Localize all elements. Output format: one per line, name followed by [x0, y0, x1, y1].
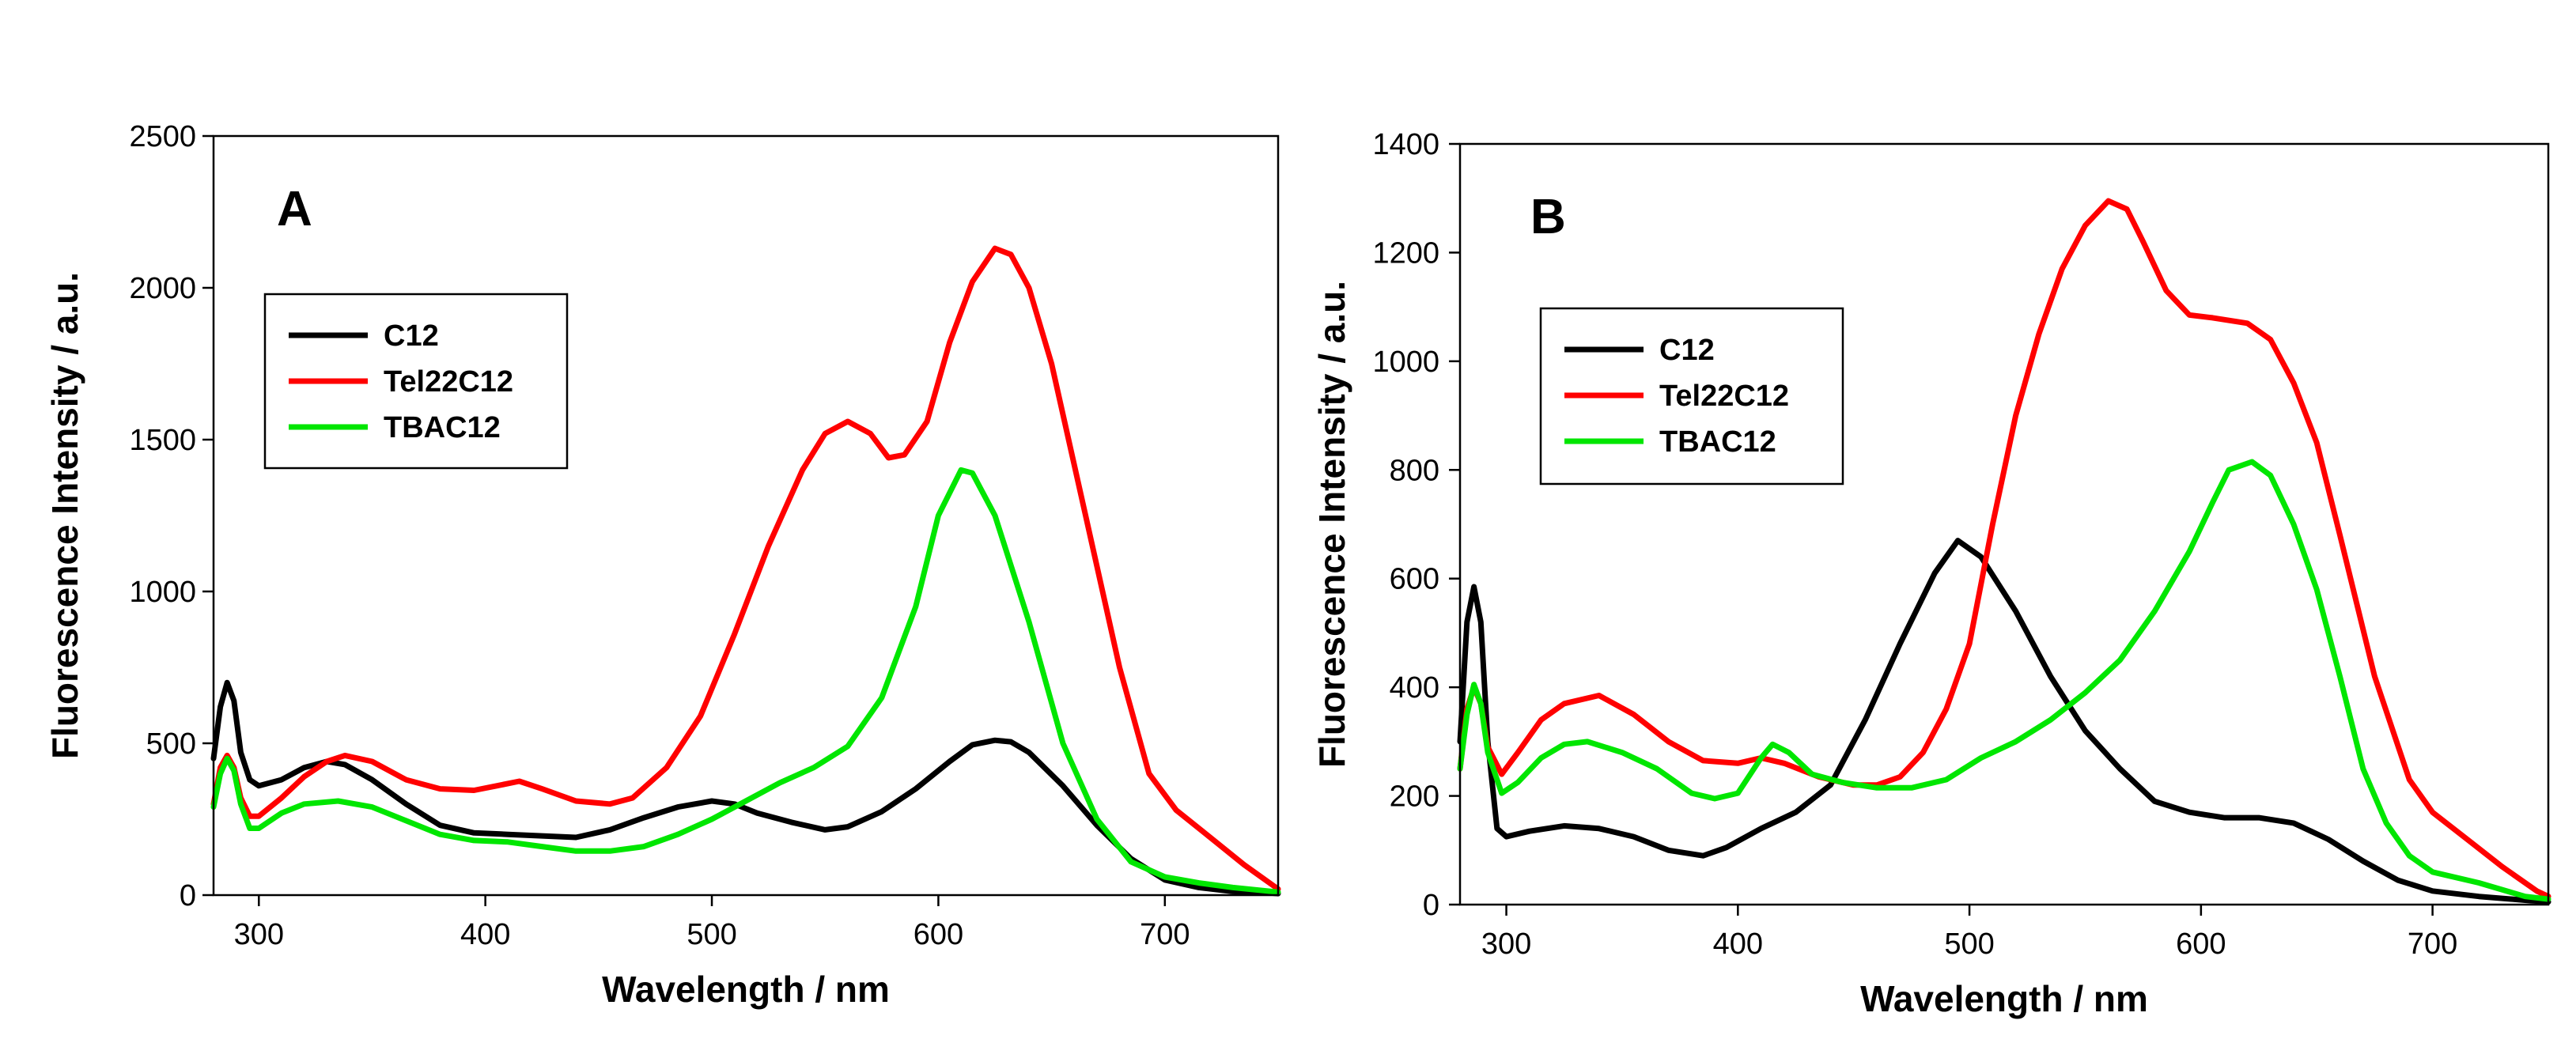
legend-label-tbac12: TBAC12	[1659, 425, 1776, 459]
legend: C12 Tel22C12 TBAC12	[1539, 307, 1844, 486]
series-line-tel22c12	[210, 245, 1281, 892]
series-line-tbac12	[210, 467, 1281, 895]
y-tick-label: 500	[146, 727, 196, 761]
y-tick-label: 400	[1390, 671, 1439, 705]
legend-label-tel22c12: Tel22C12	[384, 365, 513, 399]
legend-label-c12: C12	[384, 319, 439, 353]
y-tick-label: 800	[1390, 454, 1439, 487]
y-tick-label: 2500	[129, 120, 196, 153]
y-tick-label: 200	[1390, 780, 1439, 814]
x-tick-label: 300	[1481, 928, 1531, 961]
x-axis-title: Wavelength / nm	[602, 969, 890, 1010]
y-tick-label: 1200	[1372, 236, 1439, 270]
x-tick-label: 400	[1713, 928, 1763, 961]
y-tick-label: 2000	[129, 272, 196, 305]
x-tick-label: 300	[234, 918, 284, 951]
chart-panel-a: 300 400 500 600 700 0 500 1000 1500 2000 2500 Wavel…	[44, 120, 1281, 1010]
series-line-tbac12	[1457, 459, 2551, 902]
y-tick-label: 600	[1390, 563, 1439, 596]
x-tick-label: 500	[687, 918, 736, 951]
y-tick-label: 1500	[129, 424, 196, 457]
legend-label-tbac12: TBAC12	[384, 411, 501, 444]
y-tick-label: 1400	[1372, 128, 1439, 161]
x-axis-title: Wavelength / nm	[1860, 978, 2148, 1019]
legend-box	[1539, 307, 1844, 486]
y-tick-label: 1000	[1372, 346, 1439, 379]
panel-letter: B	[1530, 190, 1566, 244]
x-tick-label: 600	[2176, 928, 2226, 961]
x-tick-label: 600	[914, 918, 963, 951]
plot-frame	[1458, 142, 2550, 906]
x-tick-label: 700	[2408, 928, 2457, 961]
y-tick-label: 0	[180, 879, 196, 913]
legend-label-tel22c12: Tel22C12	[1659, 380, 1789, 413]
series-line-c12	[1457, 538, 2551, 905]
panel-letter: A	[277, 182, 312, 236]
x-tick-label: 400	[460, 918, 510, 951]
series-line-c12	[210, 679, 1281, 897]
series-line-tel22c12	[1457, 198, 2551, 900]
legend-label-c12: C12	[1659, 334, 1715, 367]
x-tick-label: 700	[1140, 918, 1190, 951]
plot-frame	[212, 134, 1280, 897]
y-tick-label: 1000	[129, 576, 196, 609]
chart-panel-b: 300 400 500 600 700 0 200 400 600 800 1000 1200 1400…	[1311, 128, 2551, 1019]
y-axis-title: Fluorescence Intensity / a.u.	[44, 272, 85, 759]
y-tick-label: 0	[1423, 889, 1439, 922]
y-axis-title: Fluorescence Intensity / a.u.	[1311, 281, 1352, 768]
x-tick-label: 500	[1944, 928, 1994, 961]
legend: C12 Tel22C12 TBAC12	[263, 293, 569, 470]
